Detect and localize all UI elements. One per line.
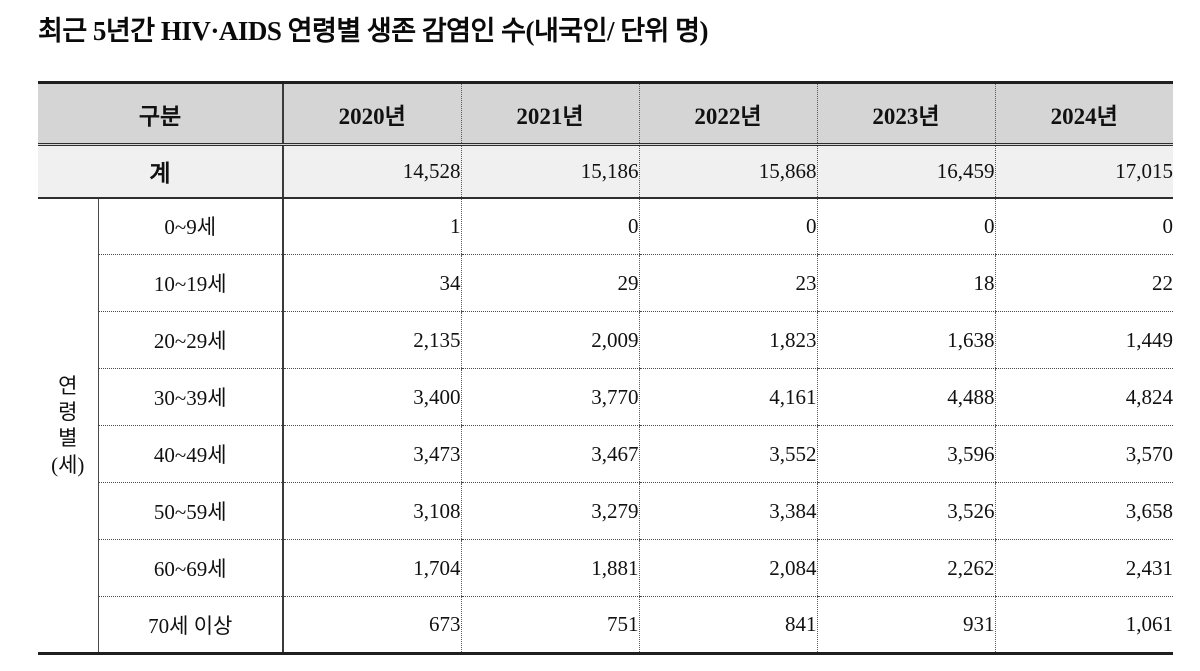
value-cell: 29 bbox=[460, 254, 640, 312]
total-row: 계 14,528 15,186 15,868 16,459 17,015 bbox=[38, 144, 1174, 199]
total-value-cell: 14,528 bbox=[282, 144, 462, 199]
table-row: 60~69세 1,704 1,881 2,084 2,262 2,431 bbox=[38, 539, 1174, 597]
value-cell: 34 bbox=[282, 254, 462, 312]
age-group-label: 60~69세 bbox=[98, 539, 284, 597]
value-cell: 3,384 bbox=[638, 482, 818, 540]
column-header-2023: 2023년 bbox=[816, 82, 996, 146]
table-row: 30~39세 3,400 3,770 4,161 4,488 4,824 bbox=[38, 368, 1174, 426]
value-cell: 4,824 bbox=[994, 368, 1174, 426]
total-value-cell: 16,459 bbox=[816, 144, 996, 199]
value-cell: 4,161 bbox=[638, 368, 818, 426]
table-row: 10~19세 34 29 23 18 22 bbox=[38, 254, 1174, 312]
value-cell: 3,552 bbox=[638, 425, 818, 483]
value-cell: 3,596 bbox=[816, 425, 996, 483]
value-cell: 0 bbox=[638, 197, 818, 255]
value-cell: 3,473 bbox=[282, 425, 462, 483]
value-cell: 1,449 bbox=[994, 311, 1174, 369]
age-group-label: 30~39세 bbox=[98, 368, 284, 426]
value-cell: 3,279 bbox=[460, 482, 640, 540]
table-row: 20~29세 2,135 2,009 1,823 1,638 1,449 bbox=[38, 311, 1174, 369]
value-cell: 1,823 bbox=[638, 311, 818, 369]
value-cell: 23 bbox=[638, 254, 818, 312]
value-cell: 0 bbox=[460, 197, 640, 255]
header-row: 구분 2020년 2021년 2022년 2023년 2024년 bbox=[38, 82, 1174, 146]
table-title: 최근 5년간 HIV·AIDS 연령별 생존 감염인 수(내국인/ 단위 명) bbox=[38, 16, 708, 46]
value-cell: 22 bbox=[994, 254, 1174, 312]
total-value-cell: 15,186 bbox=[460, 144, 640, 199]
value-cell: 3,770 bbox=[460, 368, 640, 426]
table-row: 70세 이상 673 751 841 931 1,061 bbox=[38, 596, 1174, 655]
hiv-aids-age-table: 구분 2020년 2021년 2022년 2023년 2024년 계 14,52… bbox=[38, 81, 1174, 655]
value-cell: 3,467 bbox=[460, 425, 640, 483]
value-cell: 1,704 bbox=[282, 539, 462, 597]
value-cell: 1 bbox=[282, 197, 462, 255]
column-header-2020: 2020년 bbox=[282, 82, 462, 146]
value-cell: 0 bbox=[994, 197, 1174, 255]
value-cell: 4,488 bbox=[816, 368, 996, 426]
value-cell: 18 bbox=[816, 254, 996, 312]
value-cell: 673 bbox=[282, 596, 462, 655]
value-cell: 3,658 bbox=[994, 482, 1174, 540]
value-cell: 3,570 bbox=[994, 425, 1174, 483]
value-cell: 1,881 bbox=[460, 539, 640, 597]
value-cell: 841 bbox=[638, 596, 818, 655]
age-group-label: 50~59세 bbox=[98, 482, 284, 540]
age-group-axis-label: 연 령 별 (세) bbox=[38, 197, 99, 654]
table-row: 40~49세 3,473 3,467 3,552 3,596 3,570 bbox=[38, 425, 1174, 483]
age-group-label: 20~29세 bbox=[98, 311, 284, 369]
value-cell: 2,431 bbox=[994, 539, 1174, 597]
total-value-cell: 17,015 bbox=[994, 144, 1174, 199]
column-header-gubun: 구분 bbox=[38, 82, 284, 146]
value-cell: 2,084 bbox=[638, 539, 818, 597]
total-row-label: 계 bbox=[38, 144, 284, 199]
value-cell: 3,108 bbox=[282, 482, 462, 540]
value-cell: 0 bbox=[816, 197, 996, 255]
age-group-label: 70세 이상 bbox=[98, 596, 284, 655]
value-cell: 751 bbox=[460, 596, 640, 655]
age-group-label: 40~49세 bbox=[98, 425, 284, 483]
value-cell: 2,262 bbox=[816, 539, 996, 597]
column-header-2024: 2024년 bbox=[994, 82, 1174, 146]
value-cell: 1,638 bbox=[816, 311, 996, 369]
value-cell: 2,135 bbox=[282, 311, 462, 369]
value-cell: 2,009 bbox=[460, 311, 640, 369]
age-group-label: 0~9세 bbox=[98, 197, 284, 255]
value-cell: 3,400 bbox=[282, 368, 462, 426]
total-value-cell: 15,868 bbox=[638, 144, 818, 199]
age-group-label: 10~19세 bbox=[98, 254, 284, 312]
value-cell: 1,061 bbox=[994, 596, 1174, 655]
table-row: 연 령 별 (세) 0~9세 1 0 0 0 0 bbox=[38, 197, 1174, 654]
value-cell: 3,526 bbox=[816, 482, 996, 540]
table-row: 50~59세 3,108 3,279 3,384 3,526 3,658 bbox=[38, 482, 1174, 540]
column-header-2022: 2022년 bbox=[638, 82, 818, 146]
value-cell: 931 bbox=[816, 596, 996, 655]
column-header-2021: 2021년 bbox=[460, 82, 640, 146]
